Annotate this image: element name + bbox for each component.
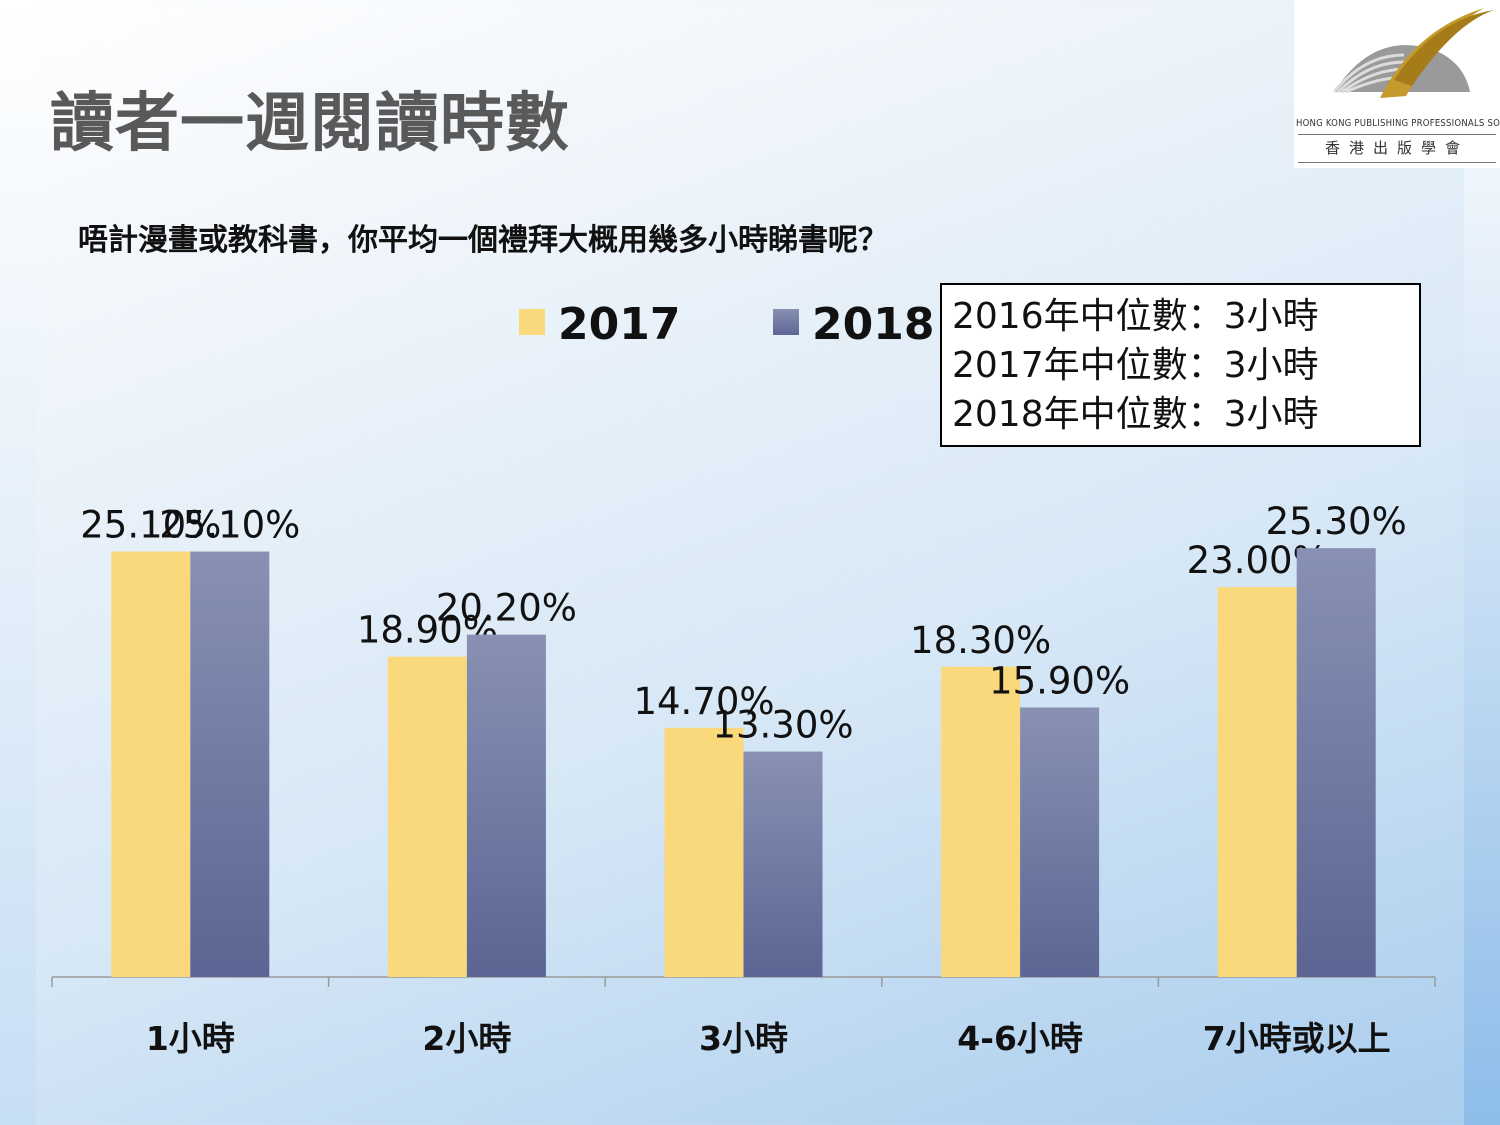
data-label-2018-2: 13.30% [712,704,853,747]
data-label-2018-3: 15.90% [989,659,1130,702]
x-tick-label-4: 7小時或以上 [1203,1019,1391,1058]
bar-2017-1 [387,656,467,977]
bar-2017-4 [1217,587,1297,977]
legend-swatch-2017 [519,309,545,335]
median-note-2017: 2017年中位數：3小時 [952,345,1319,386]
bar-2017-3 [941,666,1021,977]
data-label-2018-4: 25.30% [1266,500,1407,543]
left-decor-strip [0,0,36,1125]
median-notes-box: 2016年中位數：3小時 2017年中位數：3小時 2018年中位數：3小時 [940,283,1421,447]
bar-2018-2 [743,751,823,977]
x-tick-label-2: 3小時 [699,1019,788,1058]
bar-2017-0 [111,551,191,977]
median-note-2018: 2018年中位數：3小時 [952,394,1319,435]
logo-emblem-icon [1332,8,1494,98]
median-note-2016: 2016年中位數：3小時 [952,296,1319,337]
logo-chinese-name: 香港出版學會 [1324,139,1469,157]
bar-2018-0 [190,551,270,977]
bar-2017-2 [664,727,744,977]
data-label-2018-1: 20.20% [436,587,577,630]
x-tick-label-3: 4-6小時 [957,1019,1083,1058]
right-decor-strip [1464,0,1500,1125]
legend-swatch-2018 [773,309,799,335]
society-logo: HONG KONG PUBLISHING PROFESSIONALS SOCIE… [1294,0,1500,168]
data-label-2017-3: 18.30% [910,619,1051,662]
bar-2018-4 [1296,548,1376,977]
survey-question: 唔計漫畫或教科書，你平均一個禮拜大概用幾多小時睇書呢？ [78,223,888,258]
logo-english-name: HONG KONG PUBLISHING PROFESSIONALS SOCIE… [1296,118,1500,129]
x-tick-label-0: 1小時 [146,1019,235,1058]
data-label-2017-2: 14.70% [633,680,774,723]
logo-divider [1298,134,1496,135]
bar-2018-3 [1020,707,1100,977]
x-tick-label-1: 2小時 [422,1019,511,1058]
data-label-2017-0: 25.10% [80,504,221,547]
legend-label-2018: 2018 [812,299,934,350]
bar-2018-1 [466,634,546,977]
legend-label-2017: 2017 [558,299,680,350]
logo-divider-bottom [1298,162,1496,163]
page-title: 讀者一週閱讀時數 [50,87,570,161]
data-label-2018-0: 25.10% [159,504,300,547]
